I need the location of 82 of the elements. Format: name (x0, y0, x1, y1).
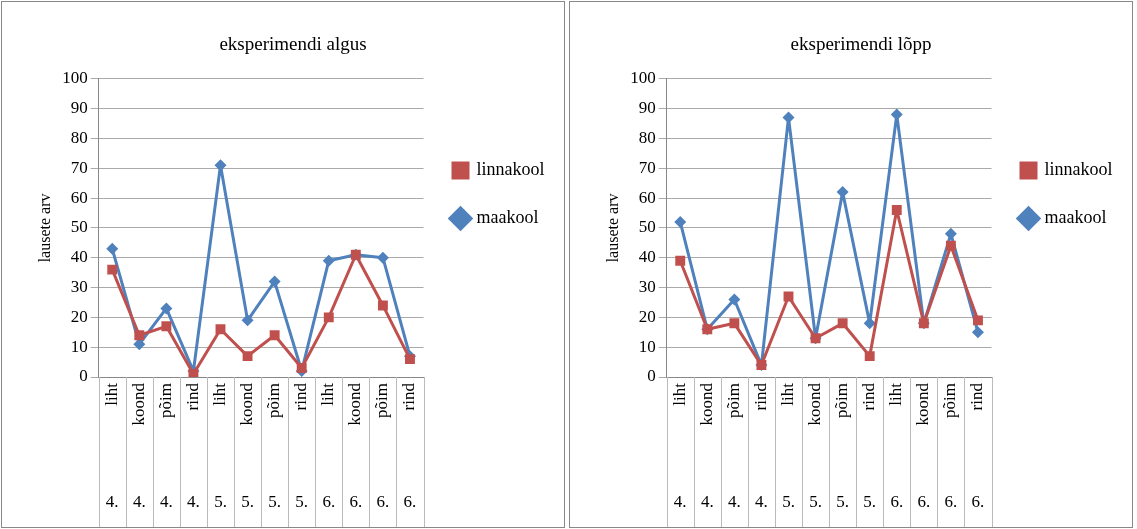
y-tick-label: 70 (70, 157, 88, 177)
y-tick-label: 40 (70, 247, 88, 267)
legend-label: maakool (1044, 207, 1107, 228)
point (864, 351, 875, 362)
y-tick-label: 20 (638, 306, 656, 326)
point (675, 255, 686, 266)
category-label: põim 4. (155, 383, 175, 512)
point (405, 354, 415, 365)
point (891, 205, 902, 215)
y-tick-label: 100 (630, 68, 656, 88)
y-tick-label: 70 (638, 157, 656, 177)
category-label: rind 4. (750, 383, 770, 512)
point (269, 330, 280, 341)
y-tick-label: 80 (70, 127, 88, 147)
point (944, 227, 957, 240)
y-tick-label: 100 (62, 68, 88, 88)
y-tick-label: 0 (79, 366, 88, 386)
category-label: rind 5. (291, 383, 311, 512)
y-tick-label: 80 (638, 127, 656, 147)
category-label: koond 4. (128, 383, 148, 512)
legend-label: linnakool (476, 159, 545, 180)
category-label: liht 5. (777, 383, 797, 512)
point (106, 242, 119, 255)
y-tick-label: 10 (638, 336, 656, 356)
point (377, 300, 388, 311)
point (322, 254, 335, 267)
category-label: põim 6. (372, 383, 392, 512)
category-label: rind 6. (399, 383, 419, 512)
category-label: koond 6. (913, 383, 933, 512)
point (945, 240, 956, 251)
y-tick-label: 60 (638, 187, 656, 207)
category-label: koond 4. (696, 383, 716, 512)
chart-title: eksperimendi algus (219, 33, 367, 55)
category-label: koond 6. (345, 383, 365, 512)
y-tick-label: 90 (70, 98, 88, 118)
point (241, 314, 254, 327)
y-tick-label: 90 (638, 98, 656, 118)
point (242, 351, 253, 362)
y-tick-label: 50 (70, 217, 88, 237)
legend-label: maakool (476, 207, 539, 228)
y-tick-label: 0 (647, 366, 656, 386)
category-label: liht 4. (669, 383, 689, 512)
category-label: põim 6. (940, 383, 960, 512)
category-label: liht 5. (209, 383, 229, 512)
point (134, 330, 145, 341)
point (107, 264, 118, 275)
point (971, 326, 984, 339)
point (215, 324, 226, 335)
category-label: rind 5. (859, 383, 879, 512)
y-tick-label: 20 (70, 306, 88, 326)
category-label: rind 6. (967, 383, 987, 512)
category-label: rind 4. (182, 383, 202, 512)
category-label: põim 5. (264, 383, 284, 512)
point (837, 318, 848, 329)
point (160, 302, 173, 315)
y-tick-label: 50 (638, 217, 656, 237)
legend-label: linnakool (1044, 159, 1113, 180)
y-axis-title: lausete arv (35, 193, 53, 263)
y-tick-label: 30 (638, 277, 656, 297)
category-label: põim 4. (723, 383, 743, 512)
category-label: liht 6. (886, 383, 906, 512)
category-label: põim 5. (832, 383, 852, 512)
category-label: liht 6. (318, 383, 338, 512)
point (268, 275, 281, 288)
point (729, 318, 740, 329)
point (376, 251, 389, 264)
point (323, 312, 334, 323)
y-tick-label: 60 (70, 187, 88, 207)
point (728, 293, 741, 306)
y-axis-title: lausete arv (603, 193, 621, 263)
point (296, 363, 307, 373)
y-tick-label: 10 (70, 336, 88, 356)
y-tick-label: 30 (70, 277, 88, 297)
chart-title: eksperimendi lõpp (790, 33, 932, 55)
point (674, 215, 687, 228)
point (161, 321, 172, 332)
point (973, 315, 983, 326)
category-label: koond 5. (237, 383, 257, 512)
y-tick-label: 40 (638, 247, 656, 267)
category-label: koond 5. (805, 383, 825, 512)
point (188, 369, 199, 377)
category-label: liht 4. (101, 383, 121, 512)
